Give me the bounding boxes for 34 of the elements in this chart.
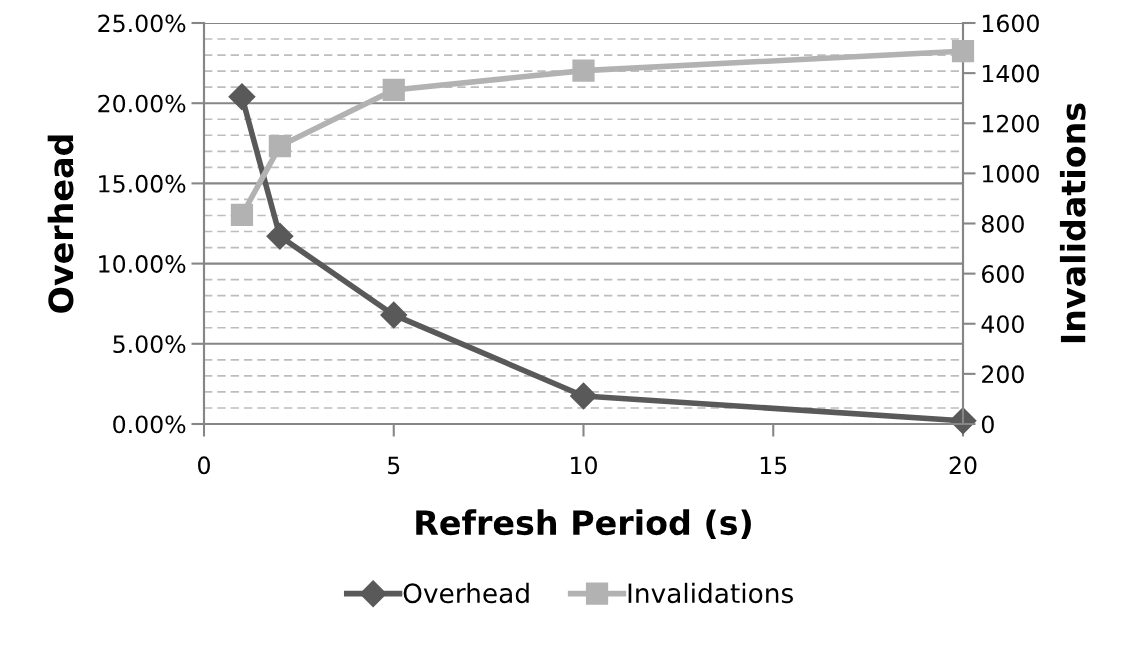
y2-tick-label: 800: [981, 214, 1024, 233]
y-tick-label: 15.00%: [99, 174, 186, 193]
y2-tick-label: 0: [981, 415, 994, 434]
y2-tick-label: 1200: [982, 114, 1039, 133]
y2-tick-label: 600: [982, 265, 1024, 283]
y-tick-label: 10.00%: [99, 255, 186, 273]
y-tick-label: 20.00%: [98, 94, 186, 113]
point: [382, 78, 405, 102]
point: [951, 39, 975, 63]
point: [266, 222, 294, 250]
x-tick-label: 15: [760, 456, 787, 475]
point: [230, 203, 254, 227]
x-tick-label: 10: [571, 456, 597, 475]
y-axis-title: Overhead: [47, 135, 74, 313]
y2-tick-label: 400: [981, 315, 1024, 334]
y2-tick-label: 1600: [982, 14, 1039, 33]
point: [228, 83, 256, 111]
point: [570, 382, 597, 410]
point: [380, 301, 408, 329]
point: [572, 59, 595, 82]
y2-axis-title: Invalidations: [1059, 103, 1086, 343]
y-tick-label: 0.00%: [113, 415, 186, 434]
y2-tick-label: 1000: [982, 164, 1039, 183]
y2-tick-label: 200: [982, 365, 1024, 384]
x-tick-label: 20: [949, 456, 977, 475]
y-tick-label: 25.00%: [98, 14, 186, 33]
point: [268, 134, 292, 158]
x-tick-label: 5: [388, 456, 400, 475]
legend-label: Invalidations: [628, 582, 793, 604]
y-tick-label: 5.00%: [113, 335, 186, 354]
y2-tick-label: 1400: [982, 64, 1039, 83]
x-axis-title: Refresh Period (s): [416, 509, 751, 540]
x-tick-label: 0: [198, 456, 210, 475]
legend-label: Overhead: [403, 582, 529, 604]
